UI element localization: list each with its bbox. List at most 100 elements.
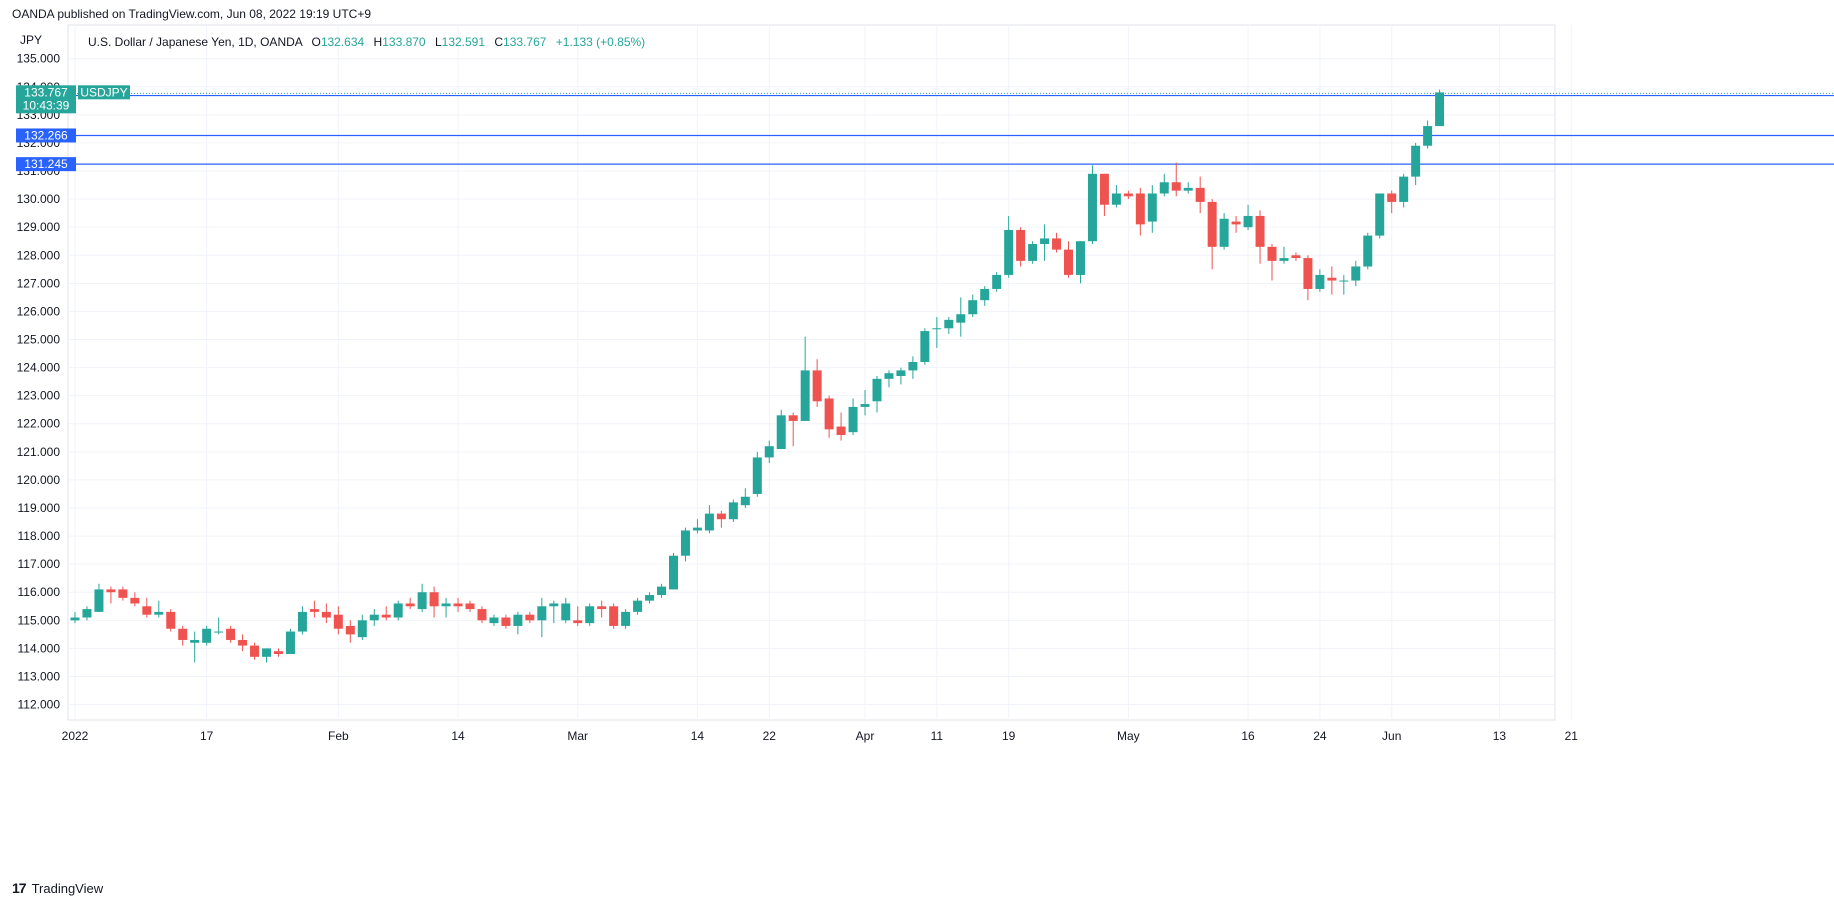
candle-body[interactable] <box>1016 229 1026 261</box>
candle-body[interactable] <box>94 589 104 612</box>
candle-body[interactable] <box>716 513 726 520</box>
candle-body[interactable] <box>142 606 152 615</box>
candle-body[interactable] <box>273 651 283 655</box>
candle-body[interactable] <box>1004 229 1014 275</box>
candle-body[interactable] <box>740 496 750 506</box>
candle-body[interactable] <box>393 603 403 618</box>
candle-body[interactable] <box>477 609 487 621</box>
candle-body[interactable] <box>860 404 870 407</box>
candle-body[interactable] <box>1435 92 1445 127</box>
candle-body[interactable] <box>250 645 260 657</box>
candle-body[interactable] <box>453 603 463 607</box>
candle-body[interactable] <box>345 625 355 635</box>
candle-body[interactable] <box>776 415 786 450</box>
candle-body[interactable] <box>680 530 690 556</box>
candle-body[interactable] <box>262 648 272 657</box>
candle-body[interactable] <box>285 631 295 655</box>
candle-body[interactable] <box>1219 218 1229 247</box>
candle-body[interactable] <box>357 620 367 638</box>
candle-body[interactable] <box>1315 274 1325 289</box>
candle-body[interactable] <box>704 513 714 531</box>
candle-body[interactable] <box>1339 280 1349 282</box>
candle-body[interactable] <box>1075 241 1085 275</box>
candle-body[interactable] <box>70 617 80 621</box>
candle-body[interactable] <box>525 614 535 621</box>
candle-body[interactable] <box>1291 255 1301 259</box>
candle-body[interactable] <box>1087 173 1097 242</box>
candle-body[interactable] <box>728 502 738 520</box>
candle-body[interactable] <box>896 370 906 377</box>
candle-body[interactable] <box>1207 201 1217 247</box>
candle-body[interactable] <box>968 300 978 315</box>
candle-body[interactable] <box>812 370 822 402</box>
candle-body[interactable] <box>1135 193 1145 225</box>
candle-body[interactable] <box>465 603 475 610</box>
candle-body[interactable] <box>501 617 511 626</box>
candle-body[interactable] <box>752 457 762 494</box>
candle-body[interactable] <box>1327 277 1337 281</box>
candle-body[interactable] <box>609 606 619 626</box>
candle-body[interactable] <box>848 406 858 433</box>
candle-body[interactable] <box>836 426 846 435</box>
candle-body[interactable] <box>1375 193 1385 236</box>
candle-body[interactable] <box>309 609 319 612</box>
candle-body[interactable] <box>1099 173 1109 205</box>
candle-body[interactable] <box>106 589 116 593</box>
candle-body[interactable] <box>1028 244 1038 261</box>
candle-body[interactable] <box>1064 249 1074 275</box>
candle-body[interactable] <box>1171 182 1181 191</box>
candle-body[interactable] <box>1243 215 1253 228</box>
candle-body[interactable] <box>1040 238 1050 245</box>
candle-body[interactable] <box>800 370 810 421</box>
candle-body[interactable] <box>657 586 667 596</box>
candle-body[interactable] <box>621 611 631 626</box>
candle-body[interactable] <box>633 600 643 612</box>
candle-body[interactable] <box>1387 193 1397 202</box>
candle-body[interactable] <box>1399 176 1409 202</box>
candle-body[interactable] <box>202 628 212 643</box>
candle-body[interactable] <box>597 606 607 610</box>
candle-body[interactable] <box>333 614 343 629</box>
candle-body[interactable] <box>1123 193 1133 197</box>
candle-body[interactable] <box>1231 221 1241 225</box>
candle-body[interactable] <box>178 628 188 640</box>
candle-body[interactable] <box>441 603 451 607</box>
candle-body[interactable] <box>1183 187 1193 191</box>
candle-body[interactable] <box>238 639 248 646</box>
candle-body[interactable] <box>513 614 523 626</box>
candle-body[interactable] <box>992 274 1002 289</box>
candle-body[interactable] <box>166 611 176 629</box>
candle-body[interactable] <box>1255 215 1265 247</box>
candle-body[interactable] <box>1279 258 1289 261</box>
candle-body[interactable] <box>489 617 499 624</box>
candle-body[interactable] <box>369 614 379 621</box>
candle-body[interactable] <box>549 603 559 607</box>
candle-body[interactable] <box>980 288 990 301</box>
candle-body[interactable] <box>692 527 702 531</box>
candle-body[interactable] <box>920 331 930 362</box>
candle-body[interactable] <box>1195 187 1205 202</box>
candle-body[interactable] <box>154 611 164 615</box>
candle-body[interactable] <box>405 603 415 607</box>
candle-body[interactable] <box>1303 258 1313 289</box>
tradingview-logo[interactable]: 17 TradingView <box>12 880 103 896</box>
candle-body[interactable] <box>908 361 918 371</box>
candle-body[interactable] <box>932 328 942 330</box>
candle-body[interactable] <box>1363 235 1373 267</box>
candle-body[interactable] <box>561 603 571 621</box>
candle-body[interactable] <box>1351 266 1361 281</box>
candle-body[interactable] <box>872 378 882 402</box>
candle-body[interactable] <box>297 611 307 632</box>
candle-body[interactable] <box>1147 193 1157 222</box>
candle-body[interactable] <box>82 609 92 618</box>
candle-body[interactable] <box>1159 182 1169 194</box>
candle-body[interactable] <box>788 415 798 421</box>
candle-body[interactable] <box>190 639 200 643</box>
candle-body[interactable] <box>956 314 966 323</box>
candle-body[interactable] <box>1411 145 1421 177</box>
candle-body[interactable] <box>669 555 678 590</box>
candle-body[interactable] <box>764 446 774 458</box>
candle-body[interactable] <box>537 606 547 621</box>
